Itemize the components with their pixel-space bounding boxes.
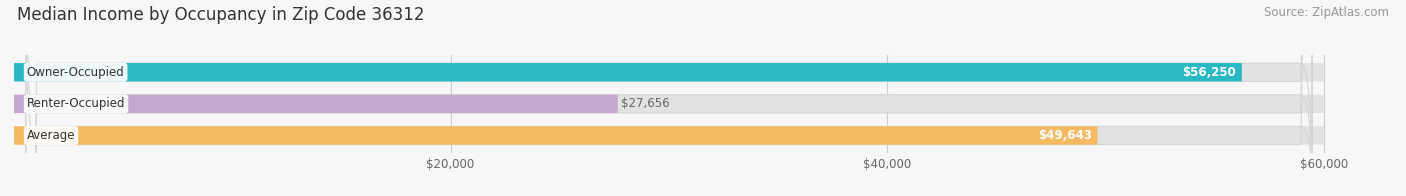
Text: $27,656: $27,656 — [621, 97, 669, 110]
Text: Owner-Occupied: Owner-Occupied — [27, 66, 125, 79]
Text: Source: ZipAtlas.com: Source: ZipAtlas.com — [1264, 6, 1389, 19]
Text: Renter-Occupied: Renter-Occupied — [27, 97, 125, 110]
FancyBboxPatch shape — [14, 126, 1098, 145]
FancyBboxPatch shape — [14, 63, 1241, 81]
Text: Median Income by Occupancy in Zip Code 36312: Median Income by Occupancy in Zip Code 3… — [17, 6, 425, 24]
Text: $49,643: $49,643 — [1038, 129, 1092, 142]
FancyBboxPatch shape — [14, 63, 1323, 81]
FancyBboxPatch shape — [14, 95, 617, 113]
Text: Average: Average — [27, 129, 76, 142]
FancyBboxPatch shape — [14, 95, 1323, 113]
FancyBboxPatch shape — [14, 126, 1323, 145]
Text: $56,250: $56,250 — [1182, 66, 1236, 79]
